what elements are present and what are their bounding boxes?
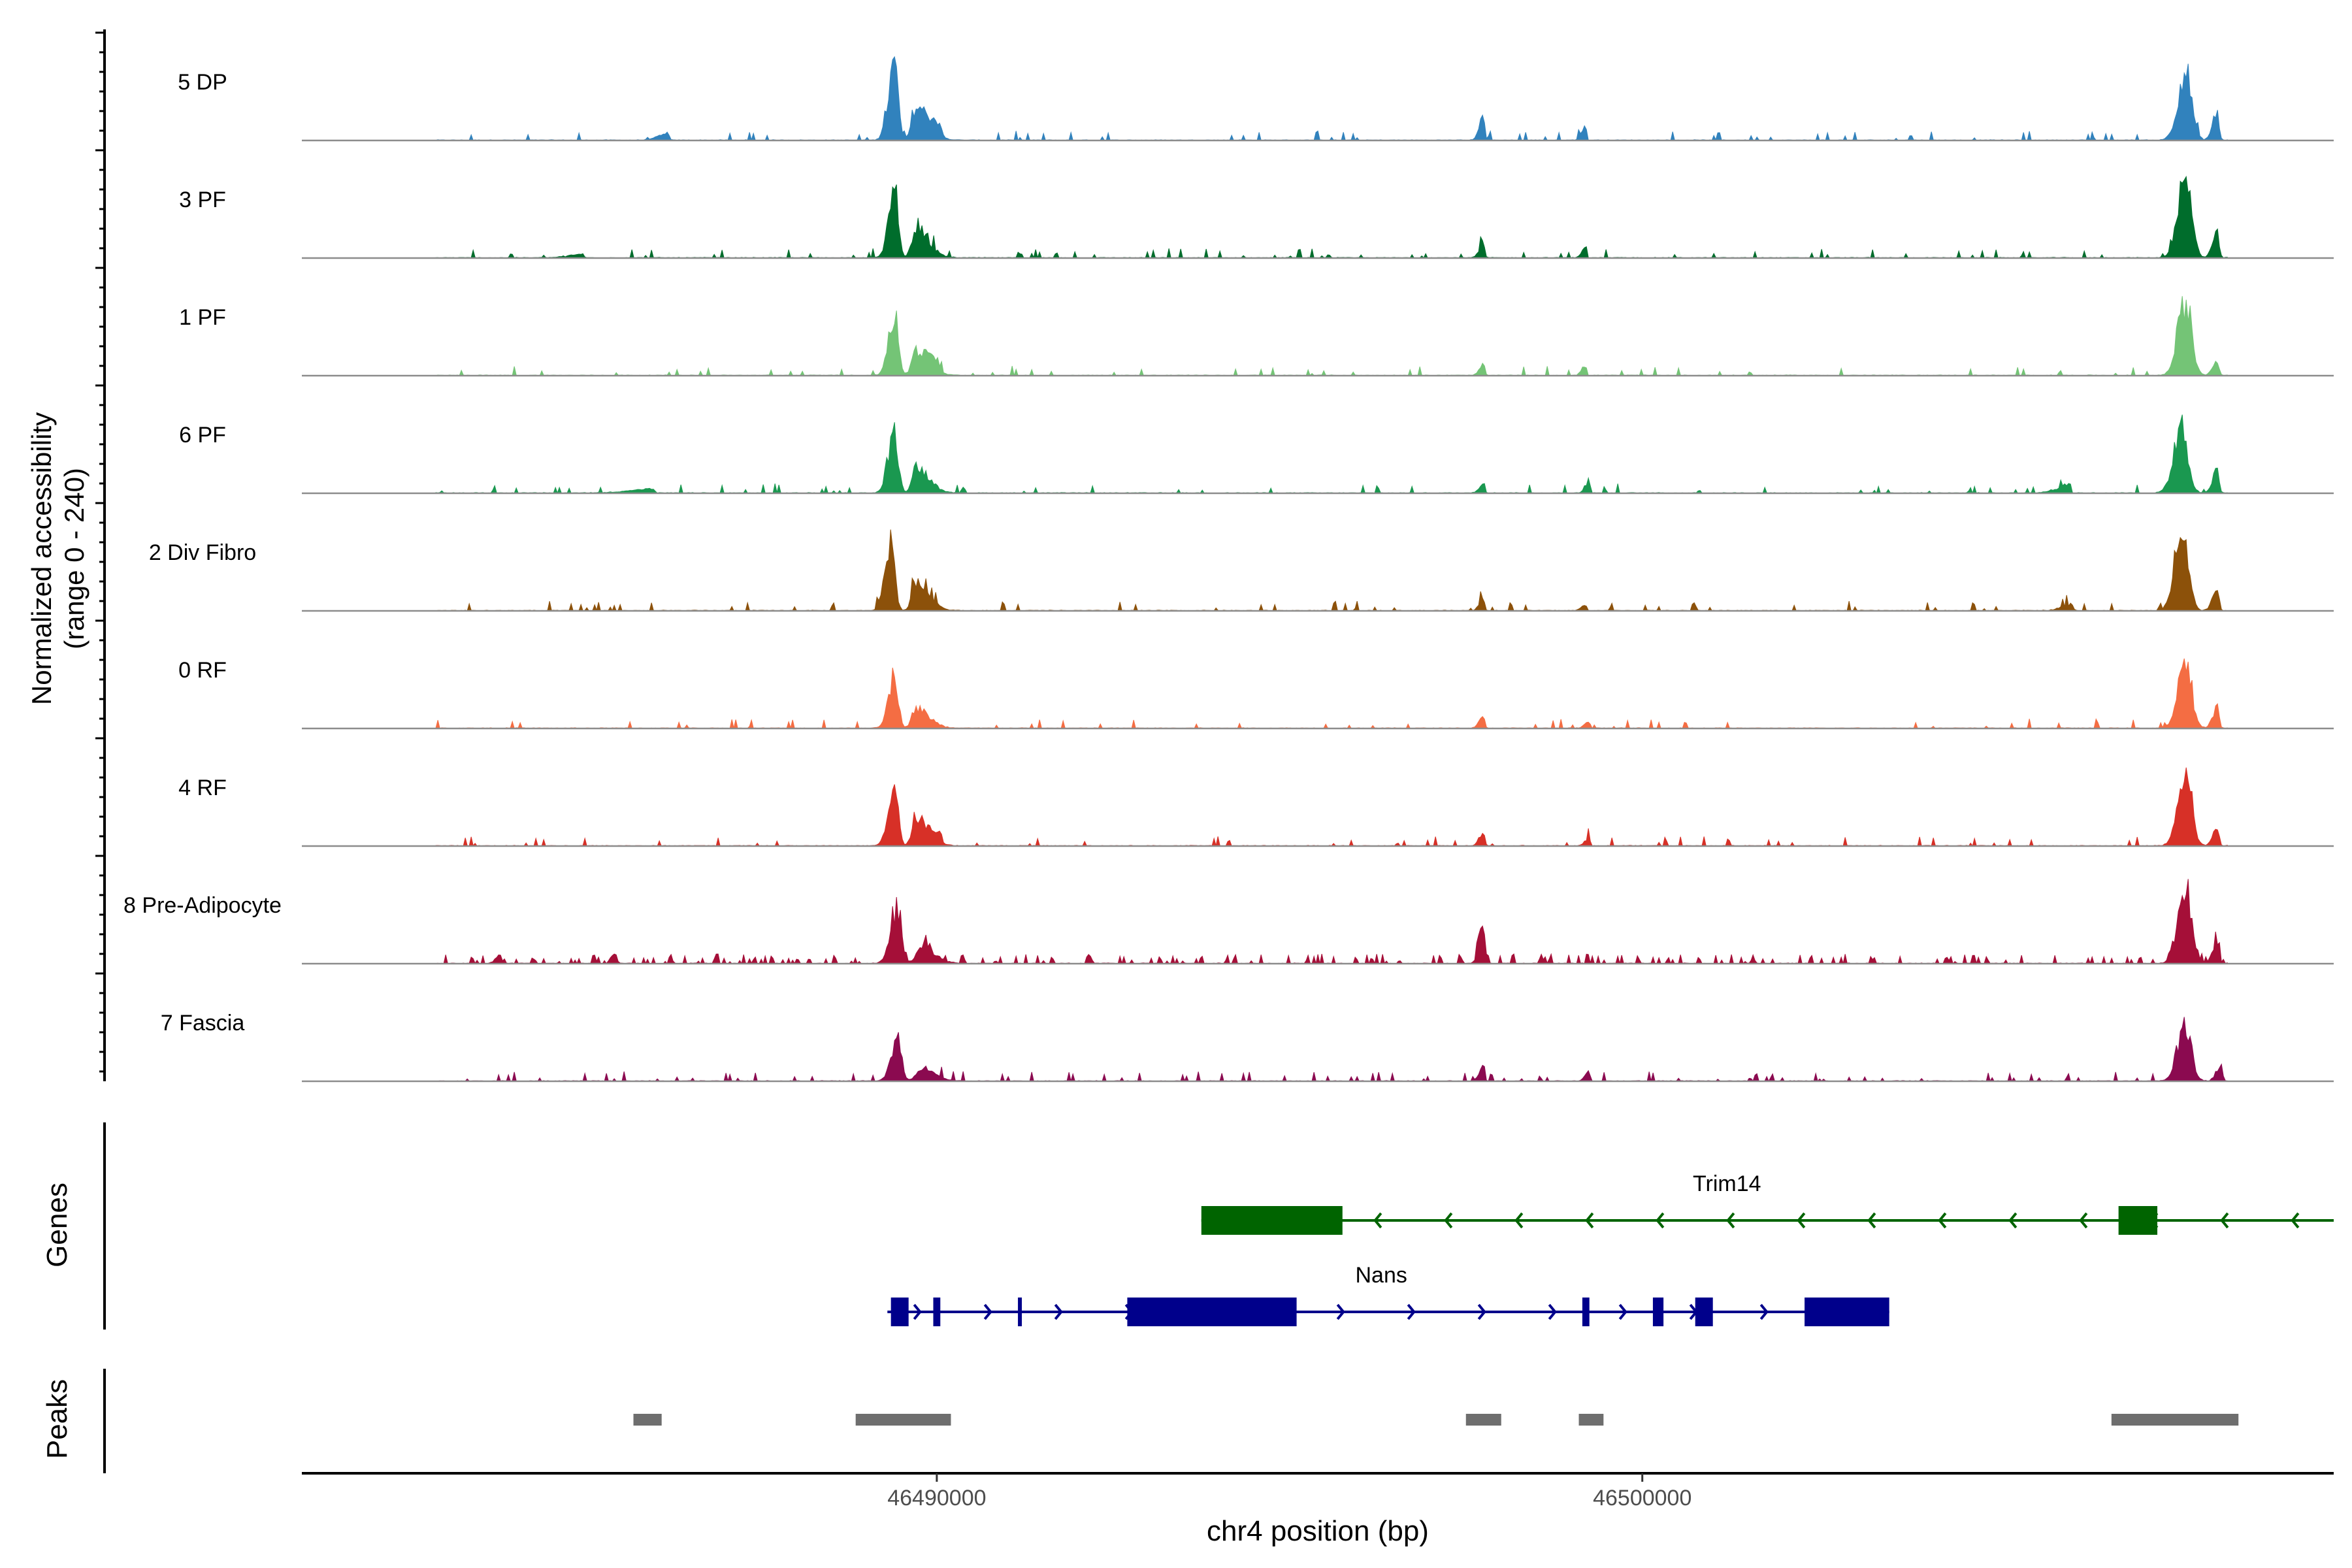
track-label: 8 Pre-Adipocyte	[123, 893, 282, 918]
strand-arrow	[2079, 1212, 2088, 1229]
peak-region	[1465, 1414, 1501, 1426]
track-7-fascia: 7 Fascia	[161, 1011, 2334, 1083]
peak-region	[855, 1414, 951, 1426]
x-axis-label: chr4 position (bp)	[1207, 1515, 1429, 1547]
coverage-area	[302, 1017, 2229, 1083]
strand-arrow	[1726, 1212, 1735, 1229]
gene-exon	[1582, 1298, 1590, 1326]
gene-exon	[1805, 1298, 1889, 1326]
track-4-rf: 4 RF	[178, 767, 2334, 847]
strand-arrow	[1444, 1212, 1453, 1229]
strand-arrow	[1373, 1212, 1382, 1229]
track-label: 3 PF	[179, 188, 226, 212]
coverage-area	[302, 529, 2229, 612]
strand-arrow	[1938, 1212, 1947, 1229]
strand-arrow	[983, 1303, 992, 1320]
coverage-area	[302, 56, 2229, 142]
y-axis-label-line2: (range 0 - 240)	[59, 468, 90, 649]
track-6-pf: 6 PF	[179, 414, 2334, 495]
track-1-pf: 1 PF	[179, 296, 2334, 377]
coverage-area	[302, 175, 2229, 259]
track-8-pre-adipocyte: 8 Pre-Adipocyte	[123, 879, 2334, 965]
coverage-area	[302, 767, 2229, 847]
strand-arrow	[1656, 1212, 1665, 1229]
strand-arrow	[1759, 1303, 1769, 1320]
strand-arrow	[1797, 1212, 1806, 1229]
x-tick-label: 46490000	[887, 1486, 986, 1511]
peak-region	[1578, 1414, 1604, 1426]
coverage-area	[302, 658, 2229, 729]
strand-arrow	[2220, 1212, 2229, 1229]
strand-arrow	[1336, 1303, 1345, 1320]
tracks-y-axis-ticks	[95, 31, 105, 1073]
coverage-area	[302, 414, 2229, 495]
gene-trim14: Trim14	[1201, 1171, 2334, 1235]
gene-exon	[1018, 1298, 1022, 1326]
y-axis-label-line1: Normalized accessibility	[26, 412, 57, 705]
strand-arrow	[1867, 1212, 1876, 1229]
strand-arrow	[1054, 1303, 1063, 1320]
peak-region	[2111, 1414, 2239, 1426]
gene-exon	[1201, 1206, 1343, 1235]
gene-exon	[890, 1298, 909, 1326]
track-label: 5 DP	[178, 70, 227, 95]
track-label: 2 Div Fibro	[149, 540, 256, 565]
strand-arrow	[1618, 1303, 1627, 1320]
gene-exon	[1695, 1298, 1713, 1326]
strand-arrow	[1548, 1303, 1557, 1320]
gene-annotations: Trim14 Nans	[887, 1171, 2334, 1326]
track-label: 6 PF	[179, 423, 226, 448]
track-label: 4 RF	[178, 776, 227, 800]
track-2-div-fibro: 2 Div Fibro	[149, 529, 2334, 612]
coverage-tracks: 5 DP 3 PF 1 PF 6 PF 2 Div Fibro 0 RF 4 RF 8 Pre…	[123, 56, 2334, 1083]
track-label: 1 PF	[179, 305, 226, 330]
strand-arrow	[1407, 1303, 1416, 1320]
gene-exon	[2118, 1206, 2158, 1235]
coverage-area	[302, 879, 2229, 965]
gene-exon	[1652, 1298, 1664, 1326]
strand-arrow	[1514, 1212, 1524, 1229]
genes-label: Genes	[41, 1183, 73, 1267]
strand-arrow	[2008, 1212, 2017, 1229]
track-3-pf: 3 PF	[179, 175, 2334, 259]
coverage-area	[302, 296, 2229, 377]
gene-exon	[1127, 1298, 1297, 1326]
gene-nans: Nans	[887, 1263, 1889, 1326]
gene-label: Nans	[1356, 1263, 1407, 1288]
x-axis-ticks: 46490000 46500000	[887, 1473, 1691, 1511]
track-0-rf: 0 RF	[178, 658, 2334, 730]
gene-exon	[933, 1298, 941, 1326]
strand-arrow	[1477, 1303, 1486, 1320]
strand-arrow	[2291, 1212, 2300, 1229]
peak-region	[633, 1414, 662, 1426]
track-label: 7 Fascia	[161, 1011, 245, 1036]
gene-label: Trim14	[1693, 1171, 1761, 1196]
x-tick-label: 46500000	[1593, 1486, 1691, 1511]
track-label: 0 RF	[178, 658, 227, 683]
peaks-label: Peaks	[41, 1379, 73, 1459]
peak-annotations	[633, 1414, 2239, 1426]
strand-arrow	[1585, 1212, 1594, 1229]
track-5-dp: 5 DP	[178, 56, 2334, 142]
strand-arrow	[913, 1303, 922, 1320]
